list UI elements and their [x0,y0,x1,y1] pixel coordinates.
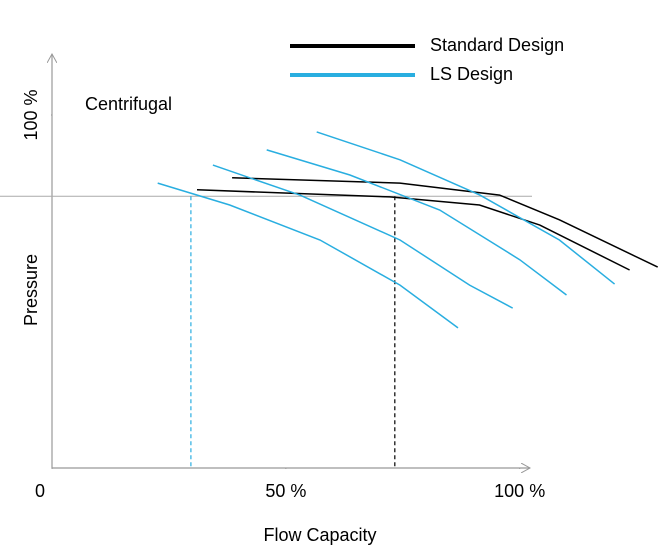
x-axis-label: Flow Capacity [263,525,376,545]
x-tick-label: 100 % [494,481,545,501]
annotation: Centrifugal [85,94,172,114]
y-axis-label: Pressure [21,254,41,326]
series-line [157,131,616,329]
x-tick-label: 50 % [265,481,306,501]
legend-label: LS Design [430,64,513,84]
legend-label: Standard Design [430,35,564,55]
series-line [196,177,659,271]
y-tick-label: 100 % [21,89,41,140]
x-tick-label: 0 [35,481,45,501]
